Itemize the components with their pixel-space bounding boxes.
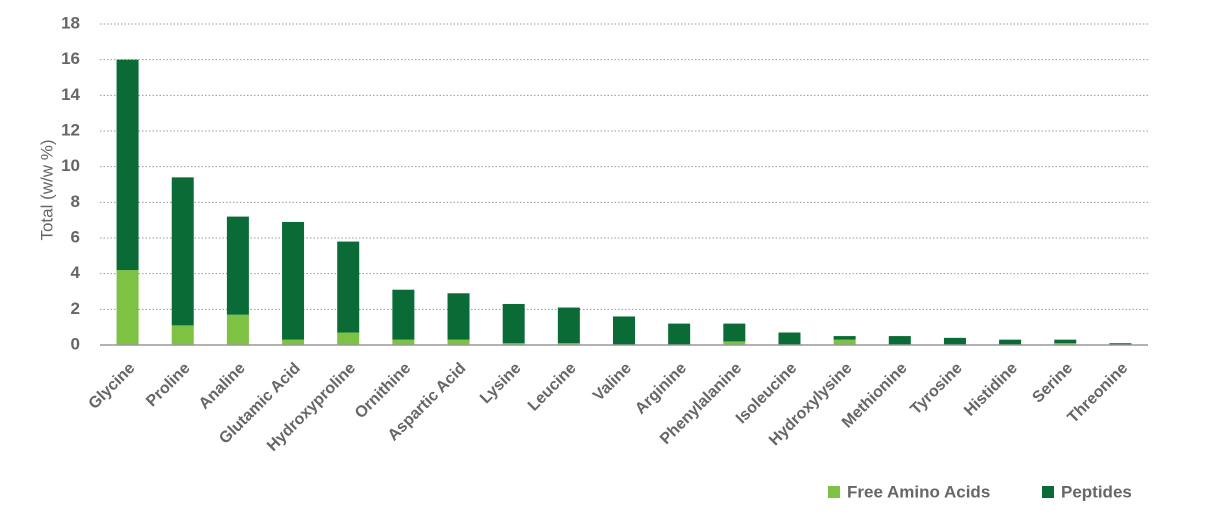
bar-segment bbox=[1054, 343, 1077, 345]
y-tick-label: 18 bbox=[61, 13, 80, 32]
bar-segment bbox=[613, 316, 635, 345]
bar-segment bbox=[668, 323, 691, 345]
bar-segment bbox=[447, 339, 470, 345]
y-tick-label: 12 bbox=[61, 120, 80, 139]
y-tick-label: 0 bbox=[71, 334, 80, 353]
x-tick-label: Proline bbox=[143, 360, 193, 410]
bar-segment bbox=[833, 336, 856, 340]
bar-segment bbox=[447, 293, 470, 340]
y-tick-label: 16 bbox=[61, 49, 80, 68]
bar-segment bbox=[392, 289, 415, 340]
bar-segment bbox=[116, 59, 139, 271]
bar-segment bbox=[337, 332, 360, 345]
x-tick-label: Lysine bbox=[477, 360, 525, 408]
y-axis-title: Total (w/w %) bbox=[37, 139, 56, 240]
legend-label: Free Amino Acids bbox=[847, 482, 990, 501]
x-tick-label: Arginine bbox=[632, 360, 690, 418]
y-tick-label: 14 bbox=[61, 85, 80, 104]
bar-segment bbox=[1109, 343, 1132, 345]
bar-segment bbox=[116, 270, 139, 345]
x-tick-label: Analine bbox=[196, 360, 249, 413]
bar-segment bbox=[337, 241, 360, 333]
x-tick-label: Leucine bbox=[525, 360, 580, 415]
bar-segment bbox=[502, 303, 525, 344]
bar-segment bbox=[999, 339, 1022, 345]
bar-segment bbox=[557, 307, 580, 344]
bar-segment bbox=[392, 339, 415, 345]
bar-segment bbox=[282, 221, 305, 340]
bar-segment bbox=[888, 336, 911, 345]
bar-segment bbox=[502, 343, 525, 345]
y-tick-label: 2 bbox=[71, 299, 80, 318]
bar-segment bbox=[171, 177, 194, 326]
bar-segment bbox=[723, 341, 746, 345]
y-tick-label: 8 bbox=[71, 192, 80, 211]
legend-swatch bbox=[1042, 486, 1054, 498]
bar-segment bbox=[171, 325, 194, 345]
bar-segment bbox=[282, 339, 305, 345]
bar-segment bbox=[557, 343, 580, 345]
bar-segment bbox=[723, 323, 746, 342]
y-tick-label: 10 bbox=[61, 156, 80, 175]
legend-label: Peptides bbox=[1061, 482, 1132, 501]
x-tick-label: Histidine bbox=[961, 360, 1021, 420]
bar-segment bbox=[943, 337, 966, 345]
x-tick-label: Threonine bbox=[1065, 360, 1132, 427]
bar-segment bbox=[226, 314, 249, 345]
x-tick-label: Tyrosine bbox=[907, 360, 965, 418]
x-tick-label: Serine bbox=[1029, 360, 1076, 407]
y-tick-label: 6 bbox=[71, 227, 80, 246]
bar-segment bbox=[778, 332, 801, 345]
y-tick-label: 4 bbox=[71, 263, 81, 282]
bar-segment bbox=[1054, 339, 1077, 344]
bar-segment bbox=[833, 339, 856, 345]
x-tick-label: Valine bbox=[590, 360, 635, 405]
legend-swatch bbox=[828, 486, 840, 498]
x-tick-label: Glycine bbox=[86, 360, 139, 413]
bar-segment bbox=[226, 216, 249, 315]
